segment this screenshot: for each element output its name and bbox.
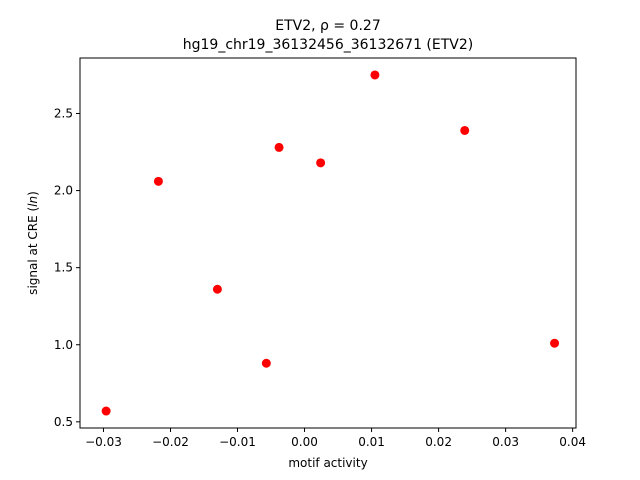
x-tick-label: 0.03	[492, 435, 519, 449]
y-tick-label: 2.5	[54, 107, 73, 121]
x-axis-label: motif activity	[288, 456, 367, 470]
data-point	[370, 70, 380, 80]
x-tick-label: −0.02	[152, 435, 189, 449]
data-point	[101, 406, 111, 416]
y-axis-label-italic: ln	[26, 196, 40, 207]
data-point	[212, 284, 222, 294]
x-tick-label: 0.04	[559, 435, 586, 449]
y-axis-ticks: 0.5 1.0 1.5 2.0 2.5	[54, 107, 80, 429]
plot-frame	[79, 57, 577, 429]
data-point	[153, 176, 163, 186]
y-tick-label: 1.5	[54, 261, 73, 275]
x-tick-label: −0.01	[219, 435, 256, 449]
chart-title-line-2: hg19_chr19_36132456_36132671 (ETV2)	[183, 37, 474, 53]
y-axis-label-prefix: signal at CRE (	[26, 207, 40, 295]
data-point	[261, 358, 271, 368]
y-axis-label-suffix: )	[26, 191, 40, 196]
y-tick-label: 0.5	[54, 415, 73, 429]
data-point	[316, 158, 326, 168]
x-tick-label: −0.03	[85, 435, 122, 449]
y-axis-label: signal at CRE (ln)	[26, 191, 40, 295]
data-points	[101, 70, 560, 416]
x-tick-label: 0.01	[358, 435, 385, 449]
y-tick-label: 1.0	[54, 338, 73, 352]
x-axis-ticks: −0.03 −0.02 −0.01 0.00 0.01 0.02 0.03 0.04	[85, 428, 586, 449]
chart-title-line-1: ETV2, ρ = 0.27	[275, 18, 380, 34]
data-point	[460, 125, 470, 135]
y-tick-label: 2.0	[54, 184, 73, 198]
data-point	[550, 338, 560, 348]
data-point	[274, 142, 284, 152]
x-tick-label: 0.00	[291, 435, 318, 449]
x-tick-label: 0.02	[425, 435, 452, 449]
